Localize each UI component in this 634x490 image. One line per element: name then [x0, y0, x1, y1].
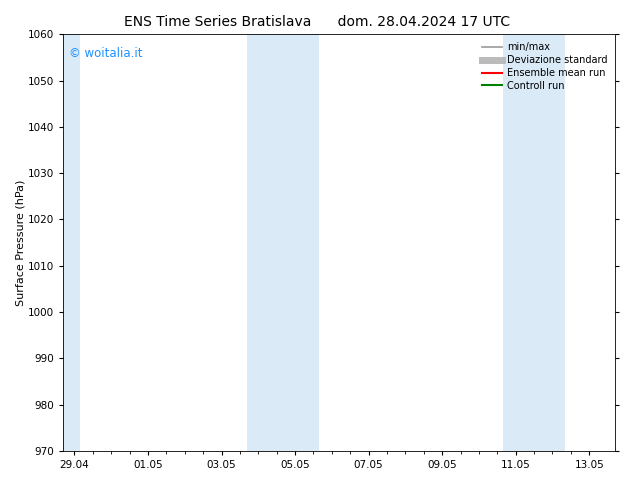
Bar	[503, 34, 566, 451]
Text: © woitalia.it: © woitalia.it	[69, 47, 143, 60]
Bar	[247, 34, 319, 451]
Legend: min/max, Deviazione standard, Ensemble mean run, Controll run: min/max, Deviazione standard, Ensemble m…	[479, 39, 610, 94]
Text: ENS Time Series Bratislava      dom. 28.04.2024 17 UTC: ENS Time Series Bratislava dom. 28.04.20…	[124, 15, 510, 29]
Bar	[61, 34, 80, 451]
Y-axis label: Surface Pressure (hPa): Surface Pressure (hPa)	[15, 179, 25, 306]
